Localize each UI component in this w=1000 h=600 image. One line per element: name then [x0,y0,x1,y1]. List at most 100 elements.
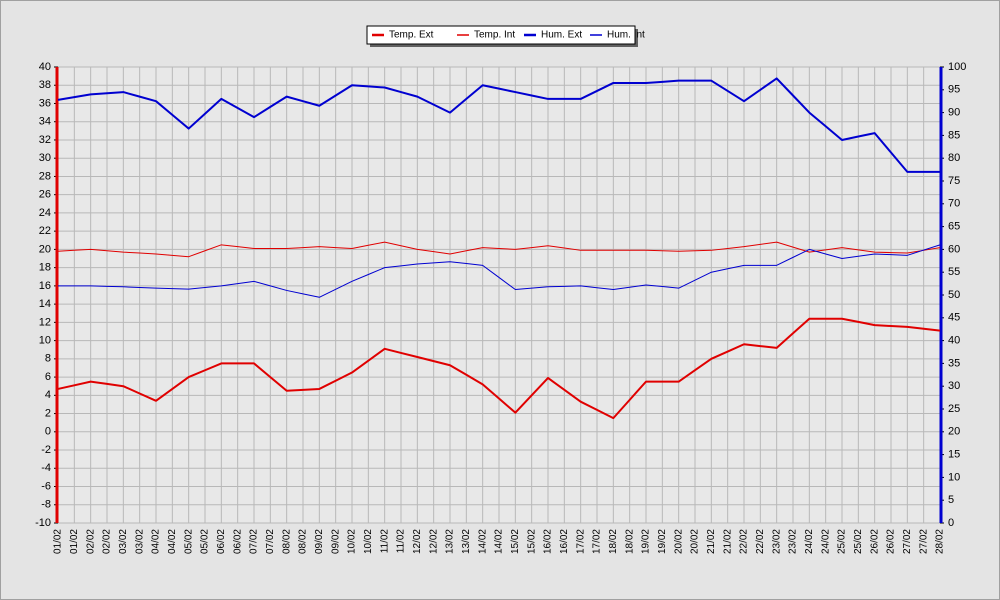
y-tick-label: -4 [41,462,51,474]
y2-tick-label: 30 [948,380,960,392]
y-tick-label: 30 [39,152,51,164]
x-tick-label: 01/02 [53,529,64,554]
y-tick-label: 16 [39,280,51,292]
y-tick-label: 26 [39,189,51,201]
y2-tick-label: 25 [948,403,960,415]
x-tick-label: 28/02 [935,529,946,554]
y-tick-label: -8 [41,499,51,511]
x-tick-label: 19/02 [657,529,668,554]
x-tick-label: 21/02 [706,529,717,554]
x-tick-label: 25/02 [853,529,864,554]
x-tick-label: 20/02 [673,529,684,554]
y-tick-label: 34 [39,116,51,128]
legend: Temp. Ext Temp. Int Hum. Ext Hum. Int [366,25,645,47]
legend-label: Temp. Int [474,30,515,41]
x-tick-label: 22/02 [739,529,750,554]
x-tick-label: 11/02 [379,529,390,554]
y-tick-label: 38 [39,79,51,91]
y-tick-label: 40 [39,61,51,73]
x-tick-label: 17/02 [575,529,586,554]
y2-tick-label: 75 [948,175,960,187]
x-tick-label: 14/02 [494,529,505,554]
x-tick-label: 24/02 [804,529,815,554]
y-tick-label: 12 [39,316,51,328]
y2-tick-label: 20 [948,426,960,438]
y2-tick-label: 45 [948,312,960,324]
y-tick-label: 2 [45,407,51,419]
x-tick-label: 26/02 [886,529,897,554]
x-tick-label: 27/02 [918,529,929,554]
x-tick-label: 16/02 [543,529,554,554]
x-tick-label: 11/02 [396,529,407,554]
y2-tick-label: 10 [948,471,960,483]
y2-tick-label: 70 [948,198,960,210]
series-line [57,317,941,420]
y-tick-label: -6 [41,480,51,492]
y-tick-label: 28 [39,170,51,182]
x-tick-label: 03/02 [134,529,145,554]
x-tick-label: 22/02 [755,529,766,554]
legend-label: Temp. Ext [389,30,434,41]
y2-tick-label: 35 [948,357,960,369]
x-tick-label: 10/02 [347,529,358,554]
x-tick-label: 03/02 [118,529,129,554]
y-tick-label: 20 [39,243,51,255]
y2-tick-label: 95 [948,84,960,96]
x-tick-label: 18/02 [624,529,635,554]
x-tick-label: 23/02 [788,529,799,554]
x-tick-label: 12/02 [428,529,439,554]
x-tick-label: 07/02 [265,529,276,554]
y2-tick-label: 85 [948,129,960,141]
y2-tick-label: 90 [948,107,960,119]
y2-tick-label: 60 [948,243,960,255]
x-tick-label: 13/02 [461,529,472,554]
x-tick-label: 14/02 [477,529,488,554]
y-tick-label: 18 [39,262,51,274]
x-tick-label: 21/02 [722,529,733,554]
x-tick-label: 16/02 [559,529,570,554]
x-tick-label: 18/02 [608,529,619,554]
x-tick-label: 15/02 [510,529,521,554]
x-tick-label: 13/02 [445,529,456,554]
series-line [57,77,940,173]
x-tick-label: 08/02 [281,529,292,554]
x-tick-label: 02/02 [102,529,113,554]
y-tick-label: 8 [45,353,51,365]
y2-tick-label: 100 [948,61,966,73]
x-tick-label: 19/02 [641,529,652,554]
y2-tick-label: 55 [948,266,960,278]
legend-box [366,25,636,45]
series-line [57,241,941,258]
y-tick-label: 32 [39,134,51,146]
x-tick-label: 04/02 [151,529,162,554]
y-tick-label: 14 [39,298,51,310]
y-tick-label: 4 [45,389,51,401]
x-tick-label: 01/02 [69,529,80,554]
y2-tick-label: 5 [948,494,954,506]
x-tick-label: 15/02 [526,529,537,554]
y-tick-label: -10 [35,517,51,529]
legend-label: Hum. Ext [541,30,582,41]
x-tick-label: 24/02 [820,529,831,554]
y2-tick-label: 50 [948,289,960,301]
x-tick-label: 23/02 [771,529,782,554]
x-tick-label: 06/02 [216,529,227,554]
x-tick-label: 27/02 [902,529,913,554]
y2-tick-label: 0 [948,517,954,529]
y-tick-label: 22 [39,225,51,237]
x-tick-label: 17/02 [592,529,603,554]
x-tick-label: 06/02 [232,529,243,554]
x-tick-label: 26/02 [869,529,880,554]
x-tick-label: 09/02 [330,529,341,554]
y-tick-label: 24 [39,207,51,219]
y2-tick-label: 65 [948,221,960,233]
x-tick-label: 07/02 [249,529,260,554]
y-tick-label: 6 [45,371,51,383]
legend-label: Hum. Int [607,30,645,41]
y2-tick-label: 40 [948,335,960,347]
x-tick-label: 05/02 [183,529,194,554]
x-tick-label: 05/02 [200,529,211,554]
x-tick-label: 08/02 [298,529,309,554]
y2-tick-label: 15 [948,449,960,461]
